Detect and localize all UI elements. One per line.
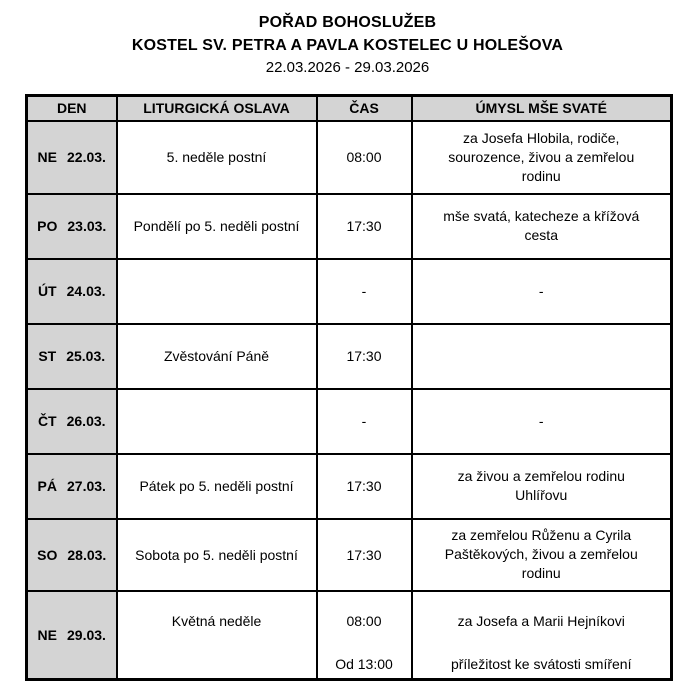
intention-cell: - <box>410 387 673 455</box>
intention-cell: za zemřelou Růženu a Cyrila Paštěkových,… <box>410 517 673 592</box>
day-cell: NE 22.03. <box>25 119 118 195</box>
day-date: 27.03. <box>67 478 106 494</box>
day-abbr: NE <box>37 626 57 643</box>
celebration-text-secondary <box>121 650 313 676</box>
intention-cell: za Josefa Hlobila, rodiče, sourozence, ž… <box>410 119 673 195</box>
page-subtitle: KOSTEL SV. PETRA A PAVLA KOSTELEC U HOLE… <box>131 37 564 54</box>
day-cell: PO 23.03. <box>25 192 118 260</box>
date-range: 22.03.2026 - 29.03.2026 <box>265 59 430 76</box>
time-cell: 17:30 <box>315 452 413 520</box>
time-secondary: Od 13:00 <box>335 655 393 672</box>
intention-cell: mše svatá, katecheze a křížová cesta <box>410 192 673 260</box>
day-date: 26.03. <box>66 413 106 429</box>
day-cell: ÚT 24.03. <box>25 257 118 325</box>
intention-cell: - <box>410 257 673 325</box>
celebration-cell: Sobota po 5. neděli postní <box>115 517 318 592</box>
celebration-cell: Pátek po 5. neděli postní <box>115 452 318 520</box>
day-abbr: ČT <box>37 413 57 429</box>
column-header-liturgicka-oslava: LITURGICKÁ OSLAVA <box>115 94 318 122</box>
day-cell: SO 28.03. <box>25 517 118 592</box>
intention-cell <box>410 322 673 390</box>
table-header-row: DEN LITURGICKÁ OSLAVA ČAS ÚMYSL MŠE SVAT… <box>25 94 673 122</box>
table-row: ÚT 24.03. - - <box>25 257 673 325</box>
column-header-cas: ČAS <box>315 94 413 122</box>
table-row: PO 23.03. Pondělí po 5. neděli postní 17:… <box>25 192 673 260</box>
day-date: 23.03. <box>67 218 107 234</box>
day-cell: ST 25.03. <box>25 322 118 390</box>
celebration-cell <box>115 257 318 325</box>
day-abbr: PÁ <box>37 478 57 494</box>
time-cell: - <box>315 387 413 455</box>
schedule-table: DEN LITURGICKÁ OSLAVA ČAS ÚMYSL MŠE SVAT… <box>25 94 673 681</box>
time-cell: 17:30 <box>315 192 413 260</box>
day-cell: ČT 26.03. <box>25 387 118 455</box>
time-cell: 17:30 <box>315 517 413 592</box>
table-row: ST 25.03. Zvěstování Páně 17:30 <box>25 322 673 390</box>
day-abbr: ÚT <box>37 283 57 299</box>
celebration-text: Květná neděle <box>171 613 262 629</box>
intention-cell: za Josefa a Marii Hejníkovi příležitost … <box>410 589 673 680</box>
column-header-umysl: ÚMYSL MŠE SVATÉ <box>410 94 673 122</box>
celebration-cell: 5. neděle postní <box>115 119 318 195</box>
time-cell: 08:00 Od 13:00 <box>315 589 413 680</box>
day-cell: PÁ 27.03. <box>25 452 118 520</box>
celebration-cell: Květná neděle <box>115 589 318 680</box>
intention-primary: za Josefa a Marii Hejníkovi <box>457 613 625 629</box>
column-header-den: DEN <box>25 94 118 122</box>
day-cell: NE 29.03. <box>25 589 118 680</box>
celebration-cell <box>115 387 318 455</box>
day-date: 22.03. <box>67 149 106 165</box>
celebration-cell: Pondělí po 5. neděli postní <box>115 192 318 260</box>
time-cell: - <box>315 257 413 325</box>
page-title: POŘAD BOHOSLUŽEB <box>258 14 437 31</box>
table-row: PÁ 27.03. Pátek po 5. neděli postní 17:30… <box>25 452 673 520</box>
document-header: POŘAD BOHOSLUŽEB KOSTEL SV. PETRA A PAVL… <box>0 0 695 79</box>
intention-cell: za živou a zemřelou rodinu Uhlířovu <box>410 452 673 520</box>
time-primary: 08:00 <box>346 613 382 629</box>
day-abbr: ST <box>38 348 57 364</box>
day-date: 28.03. <box>67 546 107 563</box>
day-abbr: NE <box>37 149 57 165</box>
time-cell: 17:30 <box>315 322 413 390</box>
day-abbr: PO <box>37 218 58 234</box>
day-date: 29.03. <box>67 626 106 643</box>
day-date: 24.03. <box>66 283 106 299</box>
table-row: ČT 26.03. - - <box>25 387 673 455</box>
table-row: SO 28.03. Sobota po 5. neděli postní 17:3… <box>25 517 673 592</box>
time-cell: 08:00 <box>315 119 413 195</box>
day-date: 25.03. <box>66 348 106 364</box>
intention-secondary: příležitost ke svátosti smíření <box>450 655 632 672</box>
table-row: NE 22.03. 5. neděle postní 08:00 za Josef… <box>25 119 673 195</box>
celebration-cell: Zvěstování Páně <box>115 322 318 390</box>
table-row: NE 29.03. Květná neděle 08:00 Od 13:00 za… <box>25 589 673 680</box>
day-abbr: SO <box>37 546 58 563</box>
